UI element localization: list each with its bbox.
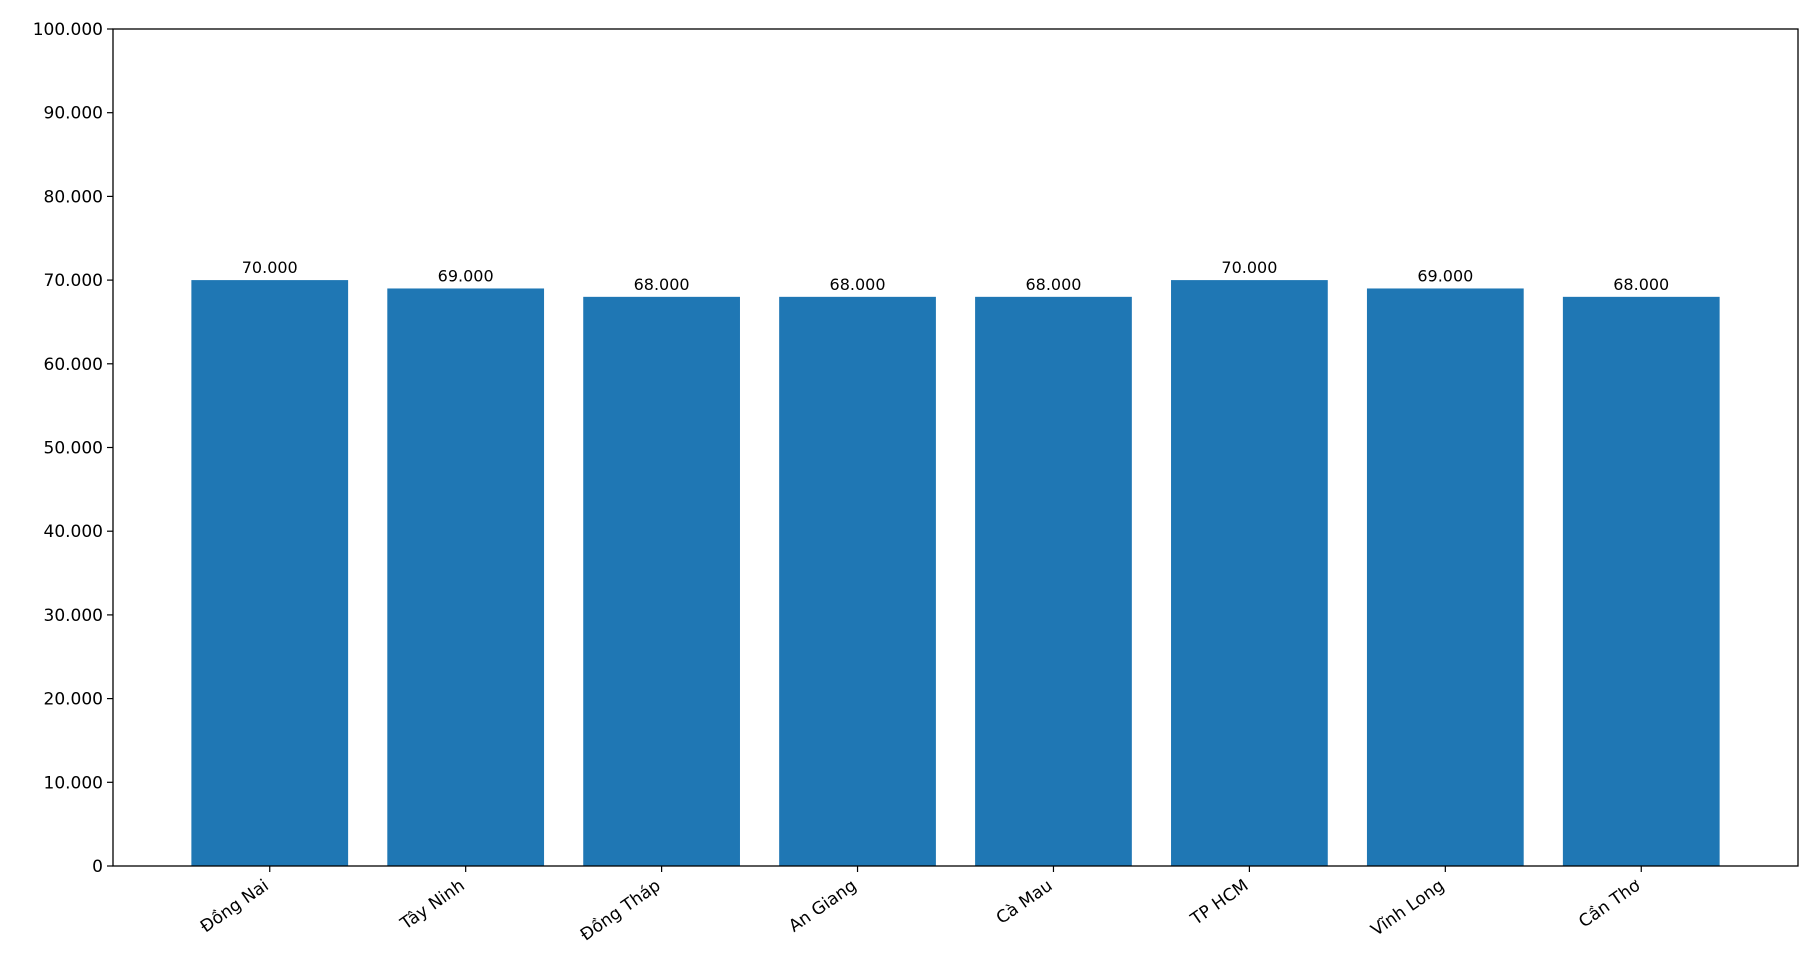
value-label: 68.000: [1025, 275, 1081, 294]
value-label: 69.000: [438, 266, 494, 285]
bar: [583, 296, 740, 867]
x-tick-label: Tây Ninh: [396, 876, 468, 935]
y-tick-label: 20.000: [44, 690, 103, 710]
x-tick-label: Vĩnh Long: [1368, 876, 1449, 941]
y-tick-label: 10.000: [44, 773, 103, 793]
value-label: 68.000: [634, 275, 690, 294]
x-tick-label: Cà Mau: [993, 876, 1057, 929]
bar: [191, 280, 349, 867]
value-label: 70.000: [1221, 258, 1277, 277]
value-label: 68.000: [1613, 275, 1669, 294]
bar: [975, 296, 1132, 867]
y-tick-label: 60.000: [44, 355, 103, 375]
bar: [1171, 280, 1328, 867]
value-label: 68.000: [830, 275, 886, 294]
x-tick-label: Cần Thơ: [1575, 875, 1645, 933]
y-tick-label: 80.000: [44, 187, 103, 207]
y-tick-label: 0: [92, 857, 103, 877]
x-tick-label: Đồng Nai: [196, 875, 272, 937]
y-tick-label: 90.000: [44, 104, 103, 124]
x-tick-label: Đồng Tháp: [576, 875, 664, 946]
y-tick-label: 30.000: [44, 606, 103, 626]
x-tick-label: An Giang: [785, 876, 860, 937]
y-tick-label: 50.000: [44, 439, 103, 459]
plot-frame: [112, 28, 1799, 867]
bar: [1366, 288, 1524, 867]
bar: [779, 296, 936, 867]
value-label: 69.000: [1417, 266, 1473, 285]
bar: [387, 288, 545, 867]
y-tick-label: 70.000: [44, 271, 103, 291]
y-tick-label: 40.000: [44, 522, 103, 542]
bar: [1562, 296, 1720, 867]
y-tick-label: 100.000: [33, 20, 103, 40]
value-label: 70.000: [242, 258, 298, 277]
x-tick-label: TP HCM: [1186, 876, 1252, 930]
